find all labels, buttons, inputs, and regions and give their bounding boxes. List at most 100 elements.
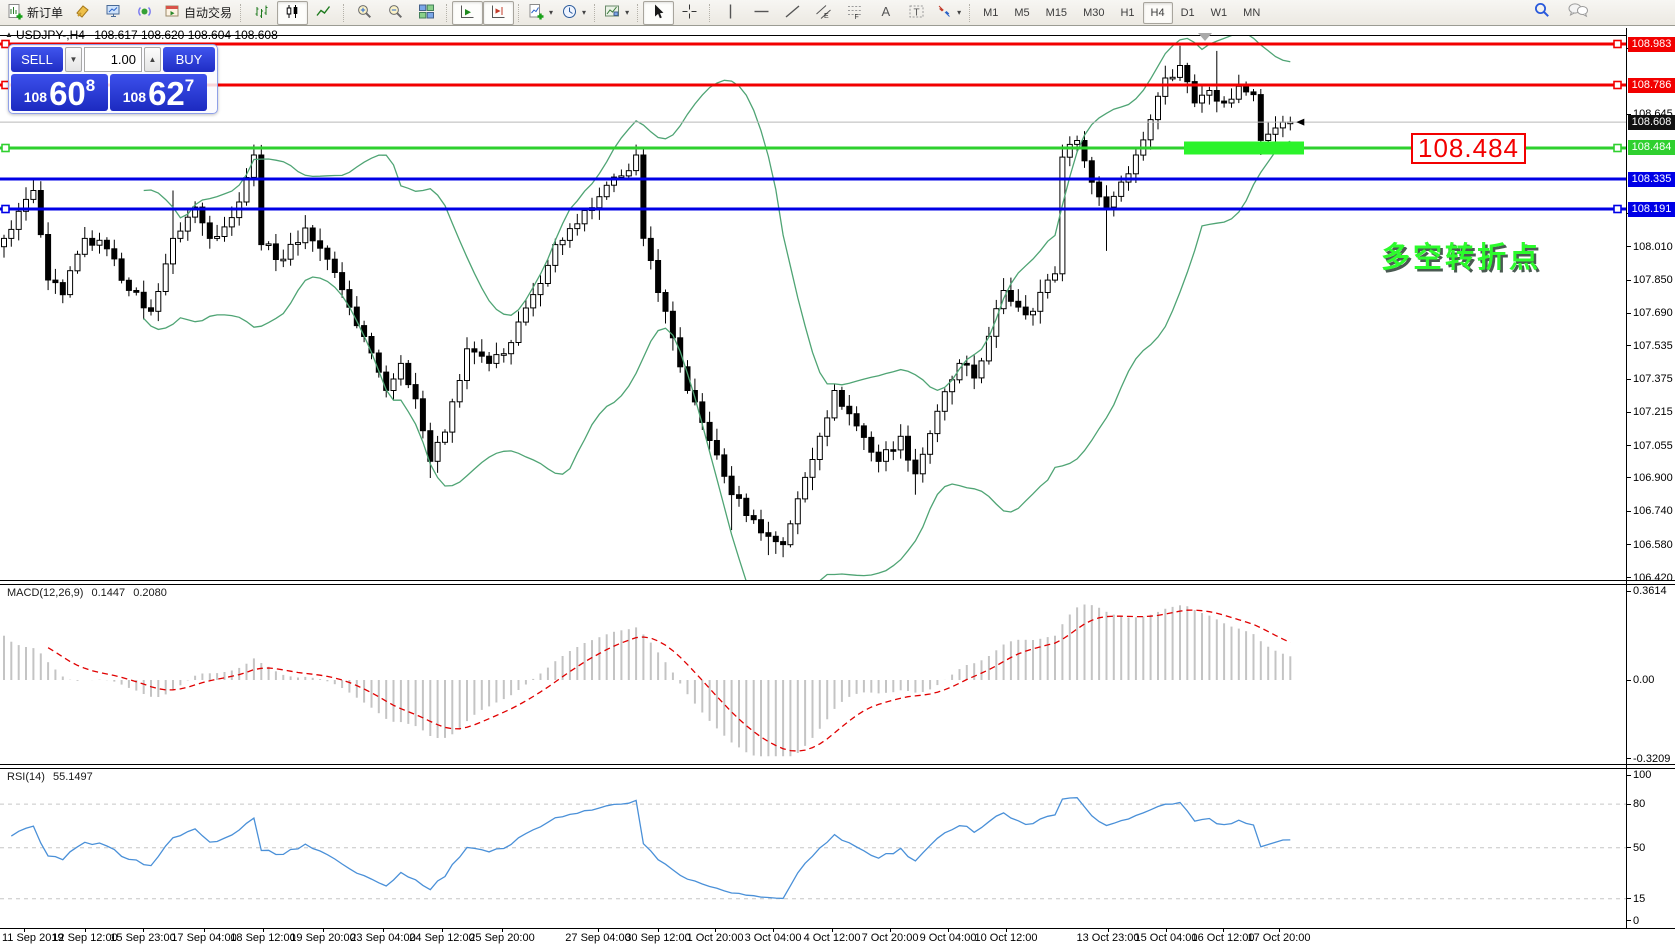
time-tick: [715, 928, 716, 932]
auto-trading-label: 自动交易: [184, 6, 233, 20]
order-top-row: SELL ▼ 1.00 ▲ BUY: [11, 47, 215, 72]
zoom-out-button[interactable]: [380, 1, 411, 25]
zoom-in-button[interactable]: [349, 1, 380, 25]
toolbar-group-scroll: [452, 0, 515, 26]
chart-shift-marker-icon[interactable]: [1198, 33, 1212, 41]
axis-tick-label: 0.00: [1633, 674, 1655, 686]
new-order-button[interactable]: 新订单: [3, 1, 67, 25]
time-axis-label: 11 Sep 2019: [2, 932, 64, 944]
macd-value-signal: 0.2080: [133, 587, 167, 599]
candlestick-chart-icon: [284, 3, 301, 23]
rsi-name: RSI(14): [7, 771, 45, 783]
horizontal-line-button[interactable]: [746, 1, 777, 25]
fibo-letter: F: [855, 14, 859, 20]
indicators-button[interactable]: ▾: [524, 1, 557, 25]
sell-price-display[interactable]: 108 60 8: [11, 74, 108, 111]
axis-tick-label: 107.535: [1633, 339, 1673, 352]
signals-icon: [136, 3, 153, 23]
sell-price-big: 60: [49, 75, 86, 112]
axis-tick: [1626, 477, 1631, 479]
time-axis-label: 3 Oct 04:00: [744, 932, 802, 944]
template-button[interactable]: ▾: [600, 1, 633, 25]
time-tick: [1006, 928, 1007, 932]
auto-trading-icon: [164, 3, 181, 23]
macd-pane-separator[interactable]: [0, 580, 1675, 585]
horizontal-line-icon: [753, 3, 770, 23]
time-axis-label: 15 Oct 04:00: [1134, 932, 1198, 944]
trendline-icon: [784, 3, 801, 23]
text-letter: A: [882, 4, 891, 19]
dropdown-caret-icon: ▾: [582, 8, 587, 17]
sell-price-prefix: 108: [23, 89, 48, 105]
tf-button-m15[interactable]: M15: [1045, 6, 1068, 19]
dropdown-caret-icon: ▾: [549, 8, 554, 17]
vertical-line-button[interactable]: [715, 1, 746, 25]
tf-button-m1[interactable]: M1: [983, 6, 999, 19]
equidistant-channel-button[interactable]: E: [808, 1, 839, 25]
chart-shift-button[interactable]: [483, 0, 515, 25]
dropdown-caret-icon: ▾: [957, 8, 962, 17]
axis-tick-label: 100: [1633, 769, 1652, 781]
buy-price-display[interactable]: 108 62 7: [110, 74, 207, 111]
search-icon[interactable]: [1533, 1, 1551, 24]
tf-button-h1[interactable]: H1: [1120, 6, 1135, 19]
macd-name: MACD(12,26,9): [7, 587, 84, 599]
chart-title: USDJPY-,H4 108.617 108.620 108.604 108.6…: [16, 28, 278, 42]
rsi-pane-separator[interactable]: [0, 764, 1675, 769]
tf-button-m5[interactable]: M5: [1014, 6, 1030, 19]
axis-tick: [1626, 378, 1631, 380]
time-tick: [143, 928, 144, 932]
volume-increase-button[interactable]: ▲: [144, 47, 161, 72]
auto-scroll-button[interactable]: [452, 0, 484, 25]
tf-button-h4[interactable]: H4: [1142, 1, 1173, 24]
time-axis[interactable]: 11 Sep 2019 12 Sep 12:00 15 Sep 23:00 17 Se…: [0, 928, 1675, 947]
sell-button[interactable]: SELL: [11, 47, 63, 72]
buy-button[interactable]: BUY: [163, 47, 215, 72]
macd-indicator-canvas[interactable]: [0, 584, 1626, 764]
axis-tick-label: 107.215: [1633, 406, 1673, 419]
price-badge: 108.484: [1628, 140, 1675, 156]
signals-button[interactable]: [129, 1, 160, 25]
time-axis-label: 18 Sep 12:00: [230, 932, 296, 944]
chat-icon[interactable]: [1567, 1, 1589, 24]
volume-input[interactable]: 1.00: [84, 47, 142, 72]
periods-button[interactable]: ▾: [557, 1, 590, 25]
sell-price-pip: 8: [85, 76, 96, 95]
level-price-label[interactable]: 108.484: [1411, 133, 1526, 164]
price-badge: 108.191: [1628, 201, 1675, 217]
tf-button-w1[interactable]: W1: [1210, 6, 1228, 19]
arrows-button[interactable]: ▾: [932, 1, 965, 25]
text-button[interactable]: A: [870, 1, 901, 25]
tf-button-mn[interactable]: MN: [1243, 6, 1261, 19]
bar-chart-button[interactable]: [246, 1, 277, 25]
market-watch-icon: [74, 3, 91, 23]
cursor-button[interactable]: [643, 0, 675, 25]
time-axis-label: 10 Oct 12:00: [974, 932, 1038, 944]
trendline-button[interactable]: [777, 1, 808, 25]
rsi-label: RSI(14) 55.1497: [7, 771, 93, 783]
time-tick: [1166, 928, 1167, 932]
axis-tick-label: 108.010: [1633, 240, 1673, 253]
candlestick-chart-button[interactable]: [277, 0, 309, 25]
toolbar-group-chart-type: [246, 0, 339, 26]
line-chart-button[interactable]: [308, 1, 339, 25]
ohlc-collapse-arrow-icon[interactable]: ▲: [5, 30, 13, 39]
profile-button[interactable]: [67, 1, 98, 25]
time-tick: [1279, 928, 1280, 932]
rsi-indicator-canvas[interactable]: [0, 768, 1626, 928]
volume-decrease-button[interactable]: ▼: [65, 47, 82, 72]
text-label-button[interactable]: T: [901, 1, 932, 25]
fibonacci-button[interactable]: F: [839, 1, 870, 25]
turning-point-note[interactable]: 多空转折点: [1381, 242, 1542, 274]
tf-button-m30[interactable]: M30: [1083, 6, 1105, 19]
terminal-button[interactable]: [98, 1, 129, 25]
tf-button-d1[interactable]: D1: [1180, 6, 1195, 19]
axis-tick-label: 107.375: [1633, 373, 1673, 386]
price-badge: 108.983: [1628, 36, 1675, 52]
price-badge: 108.335: [1628, 171, 1675, 187]
crosshair-button[interactable]: [674, 1, 705, 25]
bar-chart-icon: [253, 3, 270, 23]
main-chart-canvas[interactable]: [0, 36, 1626, 580]
tile-windows-button[interactable]: [411, 1, 442, 25]
auto-trading-button[interactable]: 自动交易: [160, 1, 236, 25]
